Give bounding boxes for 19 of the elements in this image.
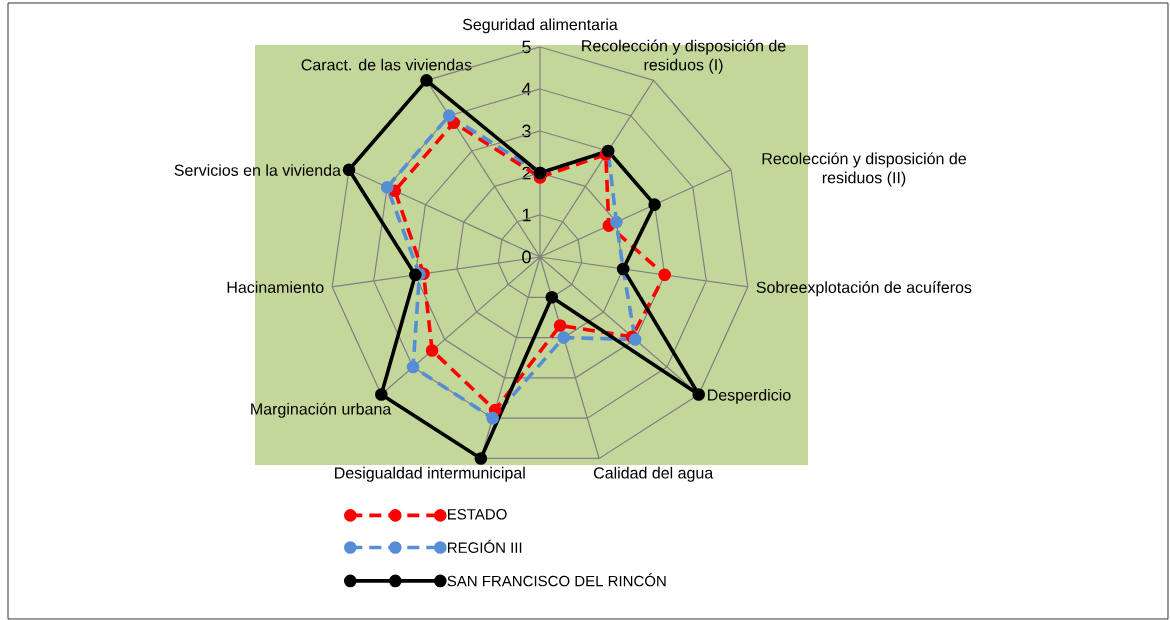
- spoke-label: Recolección y disposición de residuos (I): [582, 39, 786, 74]
- spoke-label: Sobreexplotación de acuíferos: [756, 281, 972, 297]
- y-tick-label: 1: [522, 208, 531, 222]
- spoke-label: Desperdicio: [708, 388, 791, 404]
- spoke-label: Seguridad alimentaria: [462, 18, 618, 34]
- legend-label: ESTADO: [448, 508, 507, 520]
- spoke-label: Desigualdad intermunicipal: [335, 466, 525, 482]
- spoke-label: Calidad del agua: [593, 466, 714, 482]
- spoke-label: Hacinamiento: [227, 281, 324, 294]
- y-tick-label: 5: [522, 40, 531, 54]
- spoke-label: Servicios en la vivienda: [174, 164, 341, 176]
- y-tick-label: 3: [522, 124, 531, 138]
- y-tick-label: 4: [521, 82, 531, 96]
- y-tick-label: 0: [522, 250, 531, 264]
- spoke-label: Marginación urbana: [251, 402, 392, 418]
- spoke-label: Recolección y disposición de residuos (II): [762, 152, 966, 187]
- spoke-label: Caract. de las viviendas: [301, 58, 472, 71]
- legend-label: REGIÓN III: [448, 539, 522, 553]
- legend-label: SAN FRANCISCO DEL RINCÓN: [447, 573, 666, 587]
